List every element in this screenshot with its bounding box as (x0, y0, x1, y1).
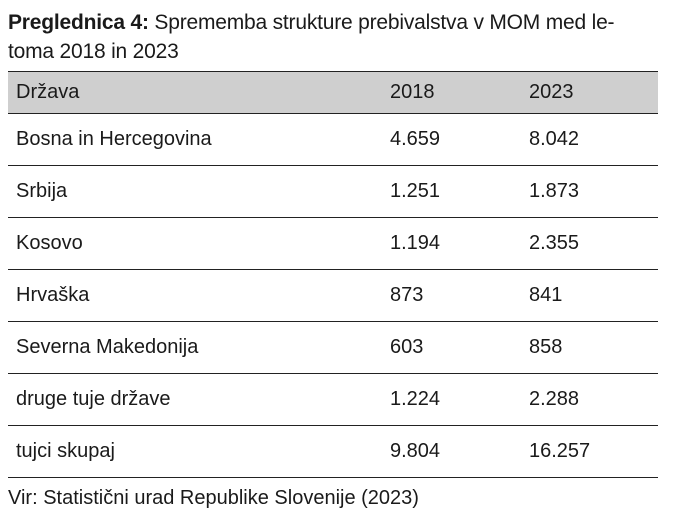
cell-2023: 2.355 (521, 217, 658, 270)
cell-2023: 858 (521, 321, 658, 374)
cell-country: Hrvaška (8, 269, 382, 322)
cell-country: Severna Makedonija (8, 321, 382, 374)
caption-text: Sprememba strukture prebivalstva v MOM m… (8, 11, 615, 63)
source-note: Vir: Statistični urad Republike Slovenij… (8, 487, 419, 509)
table-caption: Preglednica 4: Sprememba strukture prebi… (8, 8, 658, 66)
cell-country: Kosovo (8, 217, 382, 270)
cell-2023: 2.288 (521, 373, 658, 426)
table-row: Kosovo 1.194 2.355 (8, 217, 658, 270)
table-row: Bosna in Hercegovina 4.659 8.042 (8, 113, 658, 166)
cell-2018: 1.224 (382, 373, 521, 426)
cell-2018: 4.659 (382, 113, 521, 166)
cell-country: Srbija (8, 165, 382, 218)
cell-2023: 8.042 (521, 113, 658, 166)
table-header-row: Država 2018 2023 (8, 71, 658, 114)
column-header-2018: 2018 (382, 71, 521, 114)
cell-country: druge tuje države (8, 373, 382, 426)
cell-2018: 603 (382, 321, 521, 374)
cell-2023: 1.873 (521, 165, 658, 218)
table-row: Srbija 1.251 1.873 (8, 165, 658, 218)
cell-2023: 841 (521, 269, 658, 322)
cell-2023: 16.257 (521, 425, 658, 478)
cell-country: tujci skupaj (8, 425, 382, 478)
table-row: Severna Makedonija 603 858 (8, 321, 658, 374)
table-row: druge tuje države 1.224 2.288 (8, 373, 658, 426)
population-table: Država 2018 2023 Bosna in Hercegovina 4.… (8, 71, 658, 478)
caption-label: Preglednica 4: (8, 11, 149, 34)
table-row-total: tujci skupaj 9.804 16.257 (8, 425, 658, 478)
column-header-country: Država (8, 71, 382, 114)
table-row: Hrvaška 873 841 (8, 269, 658, 322)
cell-2018: 1.251 (382, 165, 521, 218)
cell-2018: 1.194 (382, 217, 521, 270)
cell-2018: 873 (382, 269, 521, 322)
column-header-2023: 2023 (521, 71, 658, 114)
cell-2018: 9.804 (382, 425, 521, 478)
cell-country: Bosna in Hercegovina (8, 113, 382, 166)
